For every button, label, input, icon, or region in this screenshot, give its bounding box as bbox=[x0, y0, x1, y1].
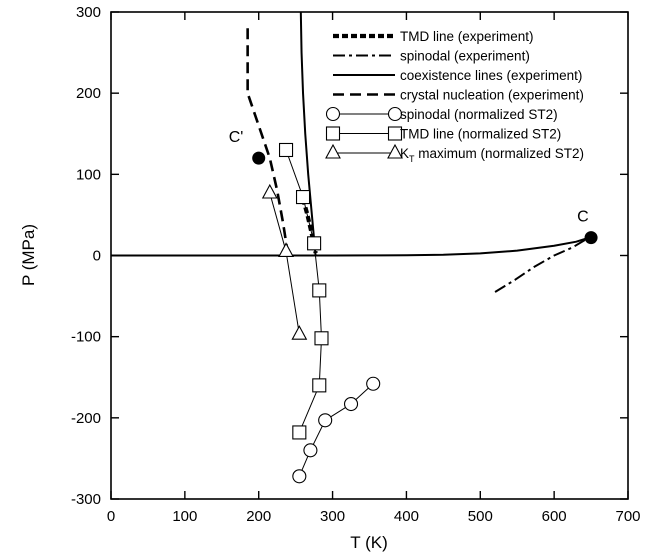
series-line bbox=[494, 236, 590, 293]
x-axis-label: T (K) bbox=[350, 533, 387, 552]
legend-label: coexistence lines (experiment) bbox=[400, 68, 582, 83]
legend-label: TMD line (experiment) bbox=[400, 29, 534, 44]
y-tick-label: -300 bbox=[71, 491, 101, 508]
legend-label: KT maximum (normalized ST2) bbox=[400, 146, 584, 164]
legend-label: TMD line (normalized ST2) bbox=[400, 127, 561, 142]
critical-point bbox=[252, 151, 266, 165]
legend-marker bbox=[387, 143, 403, 159]
x-tick-label: 100 bbox=[172, 508, 197, 525]
annotations: C' C bbox=[229, 129, 598, 245]
data-point bbox=[291, 325, 308, 340]
series-2 bbox=[111, 236, 590, 257]
legend-marker bbox=[387, 106, 403, 122]
legend-item: TMD line (experiment) bbox=[333, 29, 534, 44]
critical-point-label: C' bbox=[229, 129, 244, 146]
legend-marker bbox=[325, 143, 341, 159]
legend-label-subscript: T bbox=[409, 154, 415, 164]
series-7 bbox=[261, 183, 308, 340]
y-tick-label: -100 bbox=[71, 329, 101, 346]
series-line bbox=[111, 236, 590, 257]
data-point bbox=[312, 378, 327, 393]
data-point bbox=[307, 236, 322, 251]
legend-label: spinodal (experiment) bbox=[400, 49, 530, 64]
legend-label-text: maximum (normalized ST2) bbox=[415, 146, 585, 161]
legend-item: spinodal (normalized ST2) bbox=[325, 106, 558, 122]
data-point bbox=[303, 443, 318, 458]
legend-item: coexistence lines (experiment) bbox=[333, 68, 582, 83]
x-tick-label: 400 bbox=[394, 508, 419, 525]
y-tick-label: 0 bbox=[93, 248, 101, 265]
series-line bbox=[299, 12, 317, 256]
x-tick-label: 200 bbox=[246, 508, 271, 525]
legend-item: KT maximum (normalized ST2) bbox=[325, 143, 584, 164]
axis-ticks: 0 100 200 300 400 500 600 700 -300 -200 -100 0 100 20… bbox=[71, 4, 641, 525]
legend-marker bbox=[325, 126, 341, 141]
y-tick-label: -200 bbox=[71, 410, 101, 427]
data-point bbox=[314, 331, 329, 346]
series-1 bbox=[494, 236, 590, 293]
data-point bbox=[292, 469, 307, 484]
data-point bbox=[343, 396, 359, 412]
data-point bbox=[278, 242, 294, 257]
series-line bbox=[298, 383, 374, 477]
data-point bbox=[278, 142, 294, 158]
legend-item: TMD line (normalized ST2) bbox=[325, 126, 561, 142]
data-point bbox=[292, 425, 307, 440]
series-3 bbox=[299, 12, 317, 256]
series-line bbox=[269, 192, 300, 335]
legend-item: crystal nucleation (experiment) bbox=[333, 88, 584, 103]
y-tick-label: 100 bbox=[76, 166, 101, 183]
legend-label: spinodal (normalized ST2) bbox=[400, 107, 558, 122]
x-tick-label: 600 bbox=[542, 508, 567, 525]
x-tick-label: 0 bbox=[107, 508, 115, 525]
y-tick-label: 300 bbox=[76, 4, 101, 21]
data-point bbox=[366, 376, 381, 391]
critical-point bbox=[584, 231, 598, 245]
y-tick-label: 200 bbox=[76, 85, 101, 102]
legend-label-prefix: K bbox=[400, 146, 409, 161]
legend: TMD line (experiment) spinodal (experimen… bbox=[325, 29, 584, 164]
x-tick-label: 300 bbox=[320, 508, 345, 525]
legend-marker bbox=[387, 126, 403, 141]
series-6 bbox=[278, 142, 329, 440]
legend-marker bbox=[325, 106, 341, 122]
x-tick-label: 700 bbox=[615, 508, 640, 525]
series-5 bbox=[292, 376, 381, 484]
data-point bbox=[312, 283, 327, 298]
legend-label: crystal nucleation (experiment) bbox=[400, 88, 584, 103]
x-tick-label: 500 bbox=[468, 508, 493, 525]
series-4 bbox=[246, 28, 289, 252]
y-axis-label: P (MPa) bbox=[19, 224, 38, 286]
data-point bbox=[261, 183, 278, 199]
critical-point-label: C bbox=[577, 209, 589, 226]
series-layer bbox=[111, 12, 590, 484]
data-point bbox=[295, 190, 311, 205]
data-point bbox=[318, 413, 333, 428]
legend-item: spinodal (experiment) bbox=[333, 49, 530, 64]
series-line bbox=[246, 28, 289, 252]
